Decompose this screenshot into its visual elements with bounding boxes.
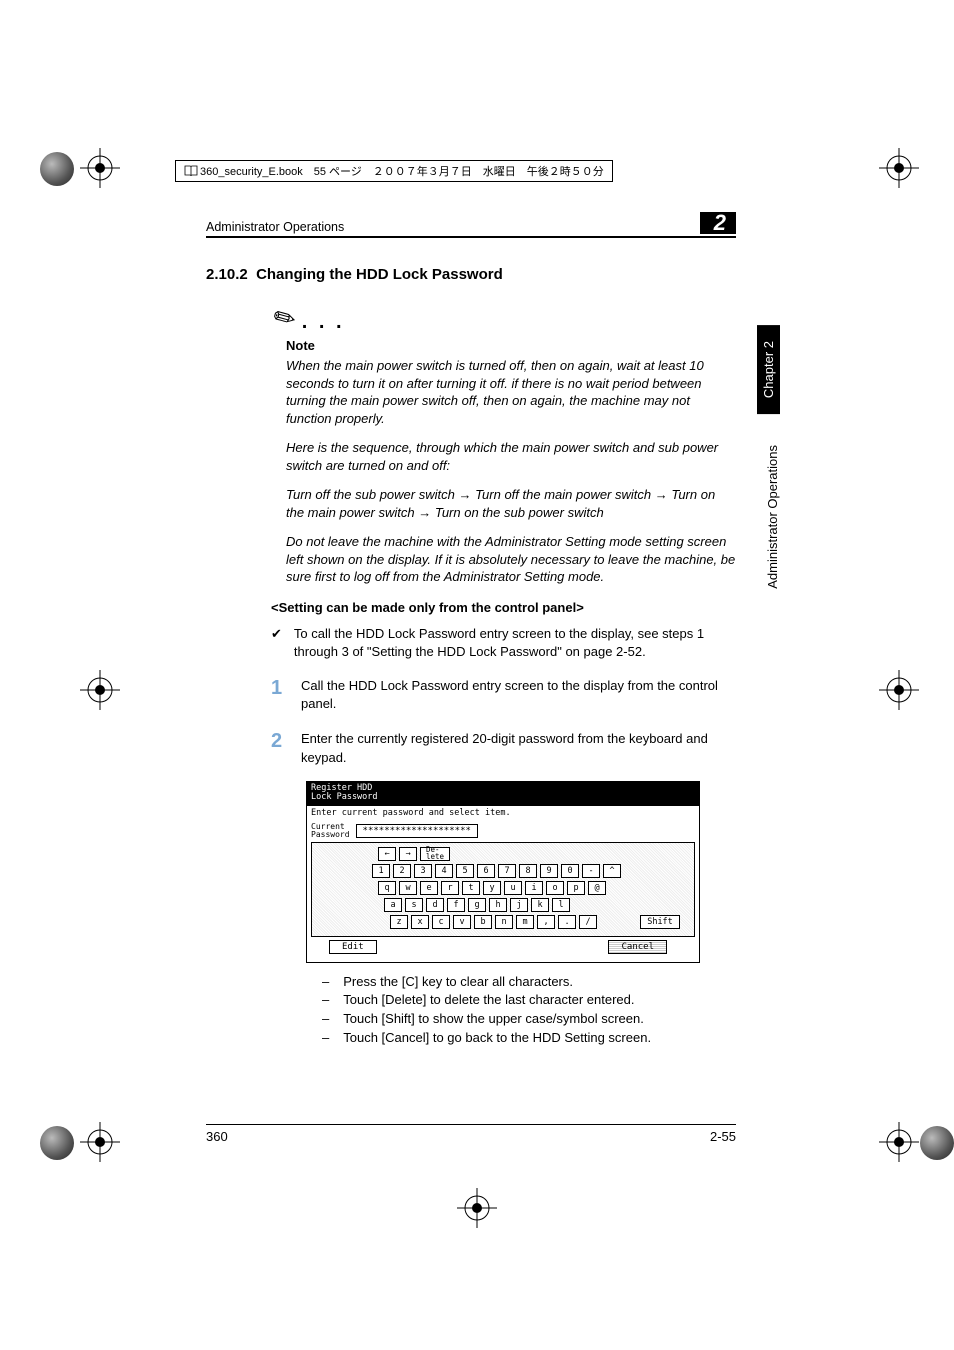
page-header: Administrator Operations 2 bbox=[206, 212, 736, 238]
keyboard-row-3: asdfghjkl bbox=[384, 898, 688, 912]
step-number: 1 bbox=[271, 674, 285, 713]
key-3[interactable]: 3 bbox=[414, 864, 432, 878]
password-entry-screenshot: Register HDD Lock Password Enter current… bbox=[306, 781, 700, 963]
book-icon bbox=[184, 164, 198, 178]
key-b[interactable]: b bbox=[474, 915, 492, 929]
key-d[interactable]: d bbox=[426, 898, 444, 912]
step-1: 1 Call the HDD Lock Password entry scree… bbox=[271, 674, 736, 713]
side-chapter-tab: Chapter 2 bbox=[757, 325, 780, 414]
key-^[interactable]: ^ bbox=[603, 864, 621, 878]
key-1[interactable]: 1 bbox=[372, 864, 390, 878]
key-f[interactable]: f bbox=[447, 898, 465, 912]
key-u[interactable]: u bbox=[504, 881, 522, 895]
key-w[interactable]: w bbox=[399, 881, 417, 895]
sphere-icon bbox=[40, 1126, 74, 1160]
key-2[interactable]: 2 bbox=[393, 864, 411, 878]
note-label: Note bbox=[286, 338, 736, 353]
key-j[interactable]: j bbox=[510, 898, 528, 912]
onscreen-keyboard: ← → De- lete 1234567890-^ qwertyuiop@ as… bbox=[311, 842, 695, 937]
note-p4: Do not leave the machine with the Admini… bbox=[286, 533, 736, 586]
key-8[interactable]: 8 bbox=[519, 864, 537, 878]
key-p[interactable]: p bbox=[567, 881, 585, 895]
note-p1: When the main power switch is turned off… bbox=[286, 357, 736, 427]
keyboard-row-1: 1234567890-^ bbox=[372, 864, 688, 878]
key--[interactable]: - bbox=[582, 864, 600, 878]
chapter-badge: 2 bbox=[700, 212, 736, 234]
sphere-icon bbox=[920, 1126, 954, 1160]
key-n[interactable]: n bbox=[495, 915, 513, 929]
regmark-icon bbox=[879, 670, 919, 710]
screenshot-instruction: Enter current password and select item. bbox=[307, 805, 699, 820]
shift-key[interactable]: Shift bbox=[640, 915, 680, 929]
key-e[interactable]: e bbox=[420, 881, 438, 895]
key-9[interactable]: 9 bbox=[540, 864, 558, 878]
note-p3: Turn off the sub power switch → Turn off… bbox=[286, 486, 736, 521]
password-label: Current Password bbox=[311, 823, 350, 839]
key-a[interactable]: a bbox=[384, 898, 402, 912]
key-0[interactable]: 0 bbox=[561, 864, 579, 878]
key-g[interactable]: g bbox=[468, 898, 486, 912]
key-4[interactable]: 4 bbox=[435, 864, 453, 878]
subheading: <Setting can be made only from the contr… bbox=[271, 600, 736, 615]
key-r[interactable]: r bbox=[441, 881, 459, 895]
note-p2: Here is the sequence, through which the … bbox=[286, 439, 736, 474]
regmark-icon bbox=[879, 148, 919, 188]
footer-right: 2-55 bbox=[710, 1129, 736, 1144]
key-m[interactable]: m bbox=[516, 915, 534, 929]
key-v[interactable]: v bbox=[453, 915, 471, 929]
step-number: 2 bbox=[271, 727, 285, 766]
key-x[interactable]: x bbox=[411, 915, 429, 929]
key-7[interactable]: 7 bbox=[498, 864, 516, 878]
page-footer: 360 2-55 bbox=[206, 1124, 736, 1144]
check-icon: ✔ bbox=[271, 625, 282, 660]
regmark-icon bbox=[879, 1122, 919, 1162]
sphere-icon bbox=[40, 152, 74, 186]
key-l[interactable]: l bbox=[552, 898, 570, 912]
key-y[interactable]: y bbox=[483, 881, 501, 895]
arrow-right-key[interactable]: → bbox=[399, 847, 417, 861]
key-z[interactable]: z bbox=[390, 915, 408, 929]
instruction-list: –Press the [C] key to clear all characte… bbox=[322, 973, 736, 1048]
key-i[interactable]: i bbox=[525, 881, 543, 895]
key-/[interactable]: / bbox=[579, 915, 597, 929]
arrow-left-key[interactable]: ← bbox=[378, 847, 396, 861]
edit-button[interactable]: Edit bbox=[329, 940, 377, 954]
note-icon: ✎. . . bbox=[274, 303, 736, 334]
regmark-icon bbox=[80, 148, 120, 188]
key-k[interactable]: k bbox=[531, 898, 549, 912]
regmark-icon bbox=[80, 1122, 120, 1162]
key-t[interactable]: t bbox=[462, 881, 480, 895]
key-c[interactable]: c bbox=[432, 915, 450, 929]
key-s[interactable]: s bbox=[405, 898, 423, 912]
key-q[interactable]: q bbox=[378, 881, 396, 895]
key-,[interactable]: , bbox=[537, 915, 555, 929]
keyboard-row-2: qwertyuiop@ bbox=[378, 881, 688, 895]
frame-header-text: 360_security_E.book 55 ページ ２００７年３月７日 水曜日… bbox=[200, 163, 604, 179]
key-6[interactable]: 6 bbox=[477, 864, 495, 878]
section-title: 2.10.2 Changing the HDD Lock Password bbox=[206, 266, 736, 283]
screenshot-titlebar: Register HDD Lock Password bbox=[307, 782, 699, 805]
side-section-label: Administrator Operations bbox=[765, 445, 780, 589]
regmark-icon bbox=[80, 670, 120, 710]
regmark-icon bbox=[457, 1188, 497, 1228]
key-o[interactable]: o bbox=[546, 881, 564, 895]
password-field[interactable]: ******************** bbox=[356, 824, 478, 838]
key-5[interactable]: 5 bbox=[456, 864, 474, 878]
step-2: 2 Enter the currently registered 20-digi… bbox=[271, 727, 736, 766]
key-@[interactable]: @ bbox=[588, 881, 606, 895]
keyboard-row-4: zxcvbnm,./ Shift bbox=[390, 915, 688, 929]
header-title: Administrator Operations bbox=[206, 220, 344, 234]
check-item: ✔ To call the HDD Lock Password entry sc… bbox=[271, 625, 736, 660]
cancel-button[interactable]: Cancel bbox=[608, 940, 667, 954]
delete-key[interactable]: De- lete bbox=[420, 847, 450, 861]
key-.[interactable]: . bbox=[558, 915, 576, 929]
frame-header: 360_security_E.book 55 ページ ２００７年３月７日 水曜日… bbox=[175, 160, 613, 182]
footer-left: 360 bbox=[206, 1129, 228, 1144]
key-h[interactable]: h bbox=[489, 898, 507, 912]
